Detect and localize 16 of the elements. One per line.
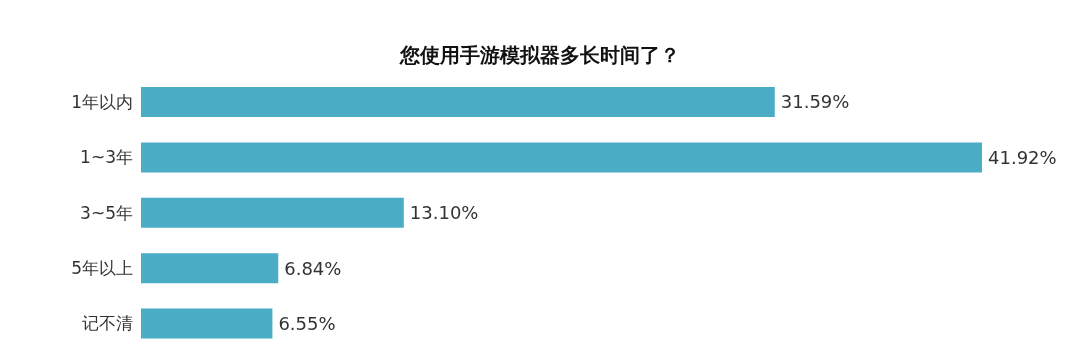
bar (141, 87, 775, 117)
data-label: 31.59% (780, 91, 850, 113)
bar (141, 308, 273, 339)
data-label: 13.10% (409, 202, 479, 224)
y-tick-label: 记不清 (82, 313, 133, 334)
y-tick-label: 3~5年 (80, 202, 133, 223)
chart-title: 您使用手游模拟器多长时间了？ (398, 42, 681, 69)
data-label: 6.84% (284, 257, 342, 279)
bar (141, 142, 982, 173)
data-label: 6.55% (278, 312, 336, 334)
bar (141, 253, 279, 284)
bar (141, 197, 404, 228)
y-tick-label: 5年以上 (71, 257, 133, 278)
y-tick-label: 1年以内 (71, 91, 133, 112)
y-tick-label: 1~3年 (80, 147, 133, 168)
data-label: 41.92% (988, 146, 1057, 168)
